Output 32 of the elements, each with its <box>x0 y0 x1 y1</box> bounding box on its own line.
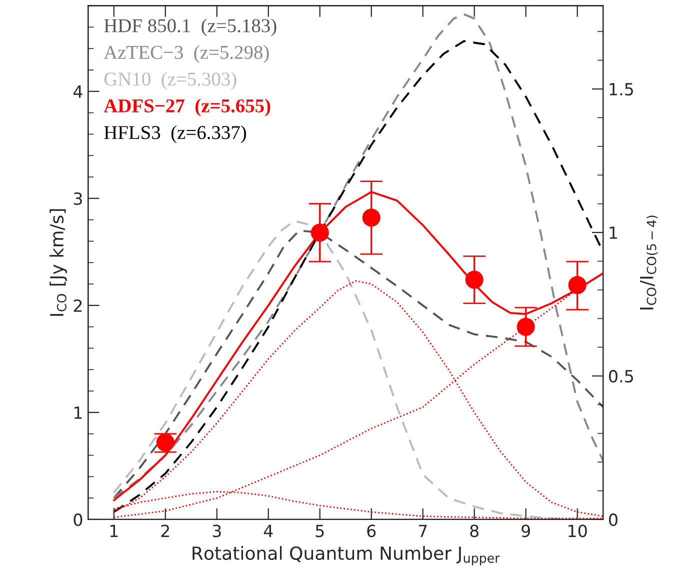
x-tick-label: 10 <box>568 524 587 538</box>
x-tick-label: 7 <box>418 524 427 537</box>
y-tick-label: 4 <box>73 86 82 98</box>
x-tick-label: 1 <box>110 524 118 537</box>
point <box>568 276 586 294</box>
x-tick-label: 9 <box>522 524 530 538</box>
x-tick-label: 5 <box>316 524 324 538</box>
text: HFLS3 (z=6.337) <box>104 125 246 144</box>
y-tick-label: 0 <box>74 513 82 526</box>
y2-tick-label: 1 <box>610 226 618 239</box>
y2-tick-label: 1.5 <box>610 83 633 96</box>
text: GN10 (z=5.303) <box>104 72 236 90</box>
x-axis-title: Rotational Quantum Number J$_{upper}$ <box>192 546 500 566</box>
y-tick-label: 1 <box>74 406 82 419</box>
point <box>362 208 380 227</box>
x-tick-label: 4 <box>264 524 273 537</box>
x-tick-label: 3 <box>212 524 221 538</box>
point <box>310 224 329 242</box>
y2-axis-title: I$_{CO}$/I$_{CO(5−4)}$ <box>640 216 658 310</box>
x-tick-label: 2 <box>161 524 170 537</box>
x-tick-label: 8 <box>470 524 479 538</box>
x-tick-label: 6 <box>367 524 376 538</box>
text: AzTEC−3 (z=5.298) <box>104 45 269 63</box>
y-axis-title: I$_{CO}$ [Jy km/s] <box>50 209 68 316</box>
point <box>465 270 484 289</box>
y-tick-label: 2 <box>74 299 82 312</box>
text: HDF 850.1 (z=5.183) <box>104 18 276 36</box>
y-tick-label: 3 <box>74 192 82 205</box>
text: ADFS−27 (z=5.655) <box>104 98 270 116</box>
y2-tick-label: 0.5 <box>609 370 633 383</box>
y2-tick-label: 0 <box>609 513 618 526</box>
point <box>516 318 535 336</box>
